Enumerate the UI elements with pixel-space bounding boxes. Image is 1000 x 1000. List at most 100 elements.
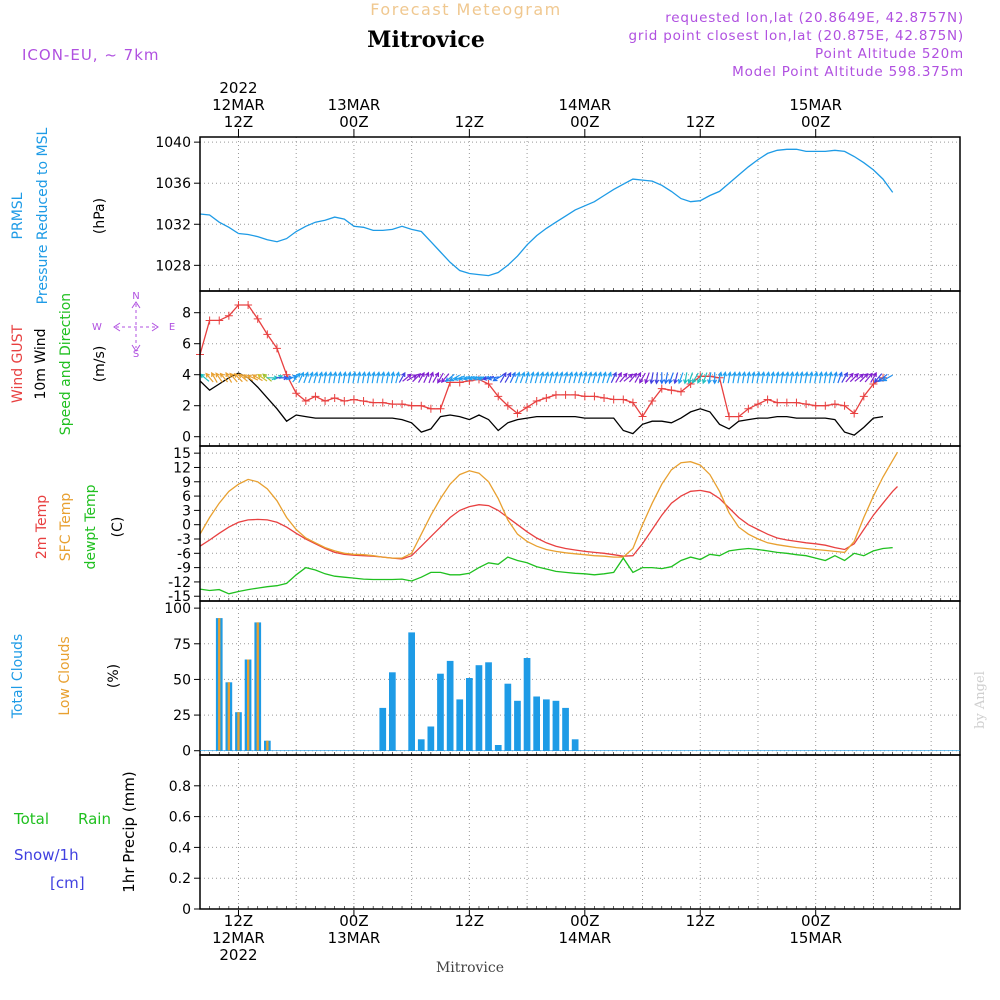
wind-arrow [610,371,617,384]
total-cloud-bar [417,739,425,751]
wind-arrow [864,372,873,383]
chart-title: Mitrovice [367,27,485,53]
gust-marker [426,404,435,413]
total-cloud-bar [562,707,569,751]
wind-arrow [337,371,343,384]
wind-arrow [256,373,268,382]
total-cloud-bar [437,673,444,751]
y-tick-label: -3 [177,532,191,548]
gust-marker [802,400,811,409]
time-label: 12MAR [212,929,265,947]
wind-labels: Wind GUST 10m Wind Speed and Direction (m/s… [10,293,108,435]
axis-label: (C) [110,517,126,538]
time-label: 12MAR [212,96,265,114]
wind-arrow [707,372,712,385]
axis-label: 2m Temp [34,495,50,559]
wind-arrow [539,371,545,384]
wind-arrow [639,372,646,384]
wind-arrow [775,371,780,384]
axis-label: Low Clouds [57,636,73,715]
low-cloud-bar [227,682,230,751]
wind-arrow [219,372,229,383]
y-tick-label: 0.8 [169,779,191,795]
wind-arrow [644,372,650,385]
time-label: 14MAR [558,96,611,114]
gust-marker [821,401,830,410]
wind-arrow [659,372,665,385]
total-cloud-bar [533,696,540,751]
gust-marker [503,401,512,410]
wind-arrow [573,371,579,384]
wind-arrow [246,374,259,381]
gust-marker [840,401,849,410]
wind-arrow [712,372,718,385]
wind-arrow [449,374,461,382]
chart-subtitle: Forecast Meteogram [370,0,561,19]
gust-marker [330,393,339,402]
wind-arrow [332,371,338,384]
gust-marker [484,380,493,388]
time-label: 2022 [219,79,257,97]
time-label: 00Z [570,912,599,930]
wind-arrow [525,371,531,384]
gust-marker [657,384,666,393]
time-label: 00Z [801,113,830,131]
gust-marker [619,395,628,404]
wind-arrow [741,371,747,384]
wind-arrow [549,371,555,384]
y-tick-label: 75 [173,637,191,653]
wind-arrow [755,371,761,384]
wind-arrow [499,371,507,383]
low-cloud-bar [237,712,240,751]
y-tick-label: 0 [182,518,191,534]
wind-arrow [242,374,254,382]
wind-arrow [592,371,598,384]
gust-marker [292,389,301,398]
wind-arrow [402,373,412,382]
total-cloud-bar [446,660,454,751]
compass-arrow-n [131,301,141,309]
wind-arrow [746,371,752,384]
gust-marker [388,400,397,409]
wind-arrow [504,371,512,383]
wind-arrow [877,373,888,383]
wind-arrow [205,372,214,383]
snow-label: Snow/1h [14,846,79,864]
wind-arrow [882,374,893,382]
wind-arrow [233,373,243,383]
y-tick-label: 6 [182,337,191,353]
gust-marker [224,311,233,320]
wind-arrow [727,371,732,384]
time-label: 12Z [455,912,484,930]
total-rain-label-2: Rain [78,810,111,828]
wind-arrow [597,371,603,384]
wind-arrow [663,372,669,385]
time-label: 00Z [570,113,599,131]
wind-arrow [515,371,521,384]
clouds-labels: Total Clouds Low Clouds (%) [10,634,122,719]
wind-arrow [225,371,233,383]
y-tick-label: 25 [173,708,191,724]
series-line [199,304,884,418]
axis-label: (hPa) [92,198,108,234]
total-cloud-bar [494,745,502,751]
wind-arrow [380,371,386,384]
low-cloud-bar [266,740,269,751]
compass-arrow-e [151,322,159,332]
gust-marker [542,393,551,402]
wind-arrow [683,372,688,385]
gust-marker [744,404,753,413]
y-tick-label: 12 [173,460,191,476]
wind-arrow [385,371,391,384]
total-cloud-bar [466,678,473,751]
gust-marker [667,386,676,395]
wind-arrow [453,375,466,381]
gust-marker [590,392,599,401]
wind-arrow [845,372,854,383]
gust-marker [513,409,522,418]
wind-arrow [444,373,455,383]
gust-marker [638,412,647,421]
wind-arrow [859,373,869,383]
wind-arrow [529,371,535,384]
wind-arrow [808,371,814,384]
